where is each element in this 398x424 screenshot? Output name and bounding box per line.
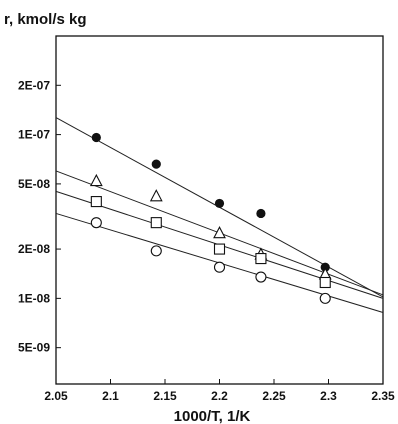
data-markers [89,132,332,304]
filled-circle-point [214,198,225,209]
open-circle-point [90,217,102,229]
x-tick-label: 2.05 [44,389,68,403]
filled-circle-point [151,159,161,169]
x-tick-label: 2.1 [102,389,119,403]
filled-circle-point [91,132,101,143]
open-square-point [150,217,162,229]
x-tick-label: 2.2 [211,389,228,403]
open-triangle-point [89,173,103,187]
axis-ticks: 2.05 2.1 2.15 2.2 2.25 2.3 2.35 5E-09 1E-08 2E-08… [18,78,395,403]
y-tick-label: 1E-07 [18,128,50,142]
filled-circle-point [320,262,330,272]
x-tick-label: 2.35 [371,389,395,403]
open-square-point [255,253,267,265]
open-circle-point [150,245,162,257]
open-circle-point [213,261,226,273]
y-tick-label: 2E-08 [18,242,50,256]
y-tick-label: 5E-09 [18,341,50,355]
open-square-point [90,196,102,208]
x-tick-label: 2.3 [320,389,337,403]
x-axis-title: 1000/T, 1/K [174,408,251,424]
fit-lines [55,117,384,313]
open-square-point [319,276,331,289]
y-axis-title: r, kmol/s kg [4,11,87,28]
open-circle-point [319,292,331,304]
plot-frame [55,35,384,385]
open-triangle-point [213,226,226,239]
y-tick-label: 2E-07 [18,78,50,92]
y-tick-label: 1E-08 [18,291,50,305]
x-tick-label: 2.15 [153,389,177,403]
open-circle-point [255,271,267,283]
filled-circle-point [256,208,266,219]
y-tick-label: 5E-08 [18,177,50,191]
open-triangle-point [149,189,163,202]
x-tick-label: 2.25 [262,389,286,403]
open-square-point [213,243,226,255]
